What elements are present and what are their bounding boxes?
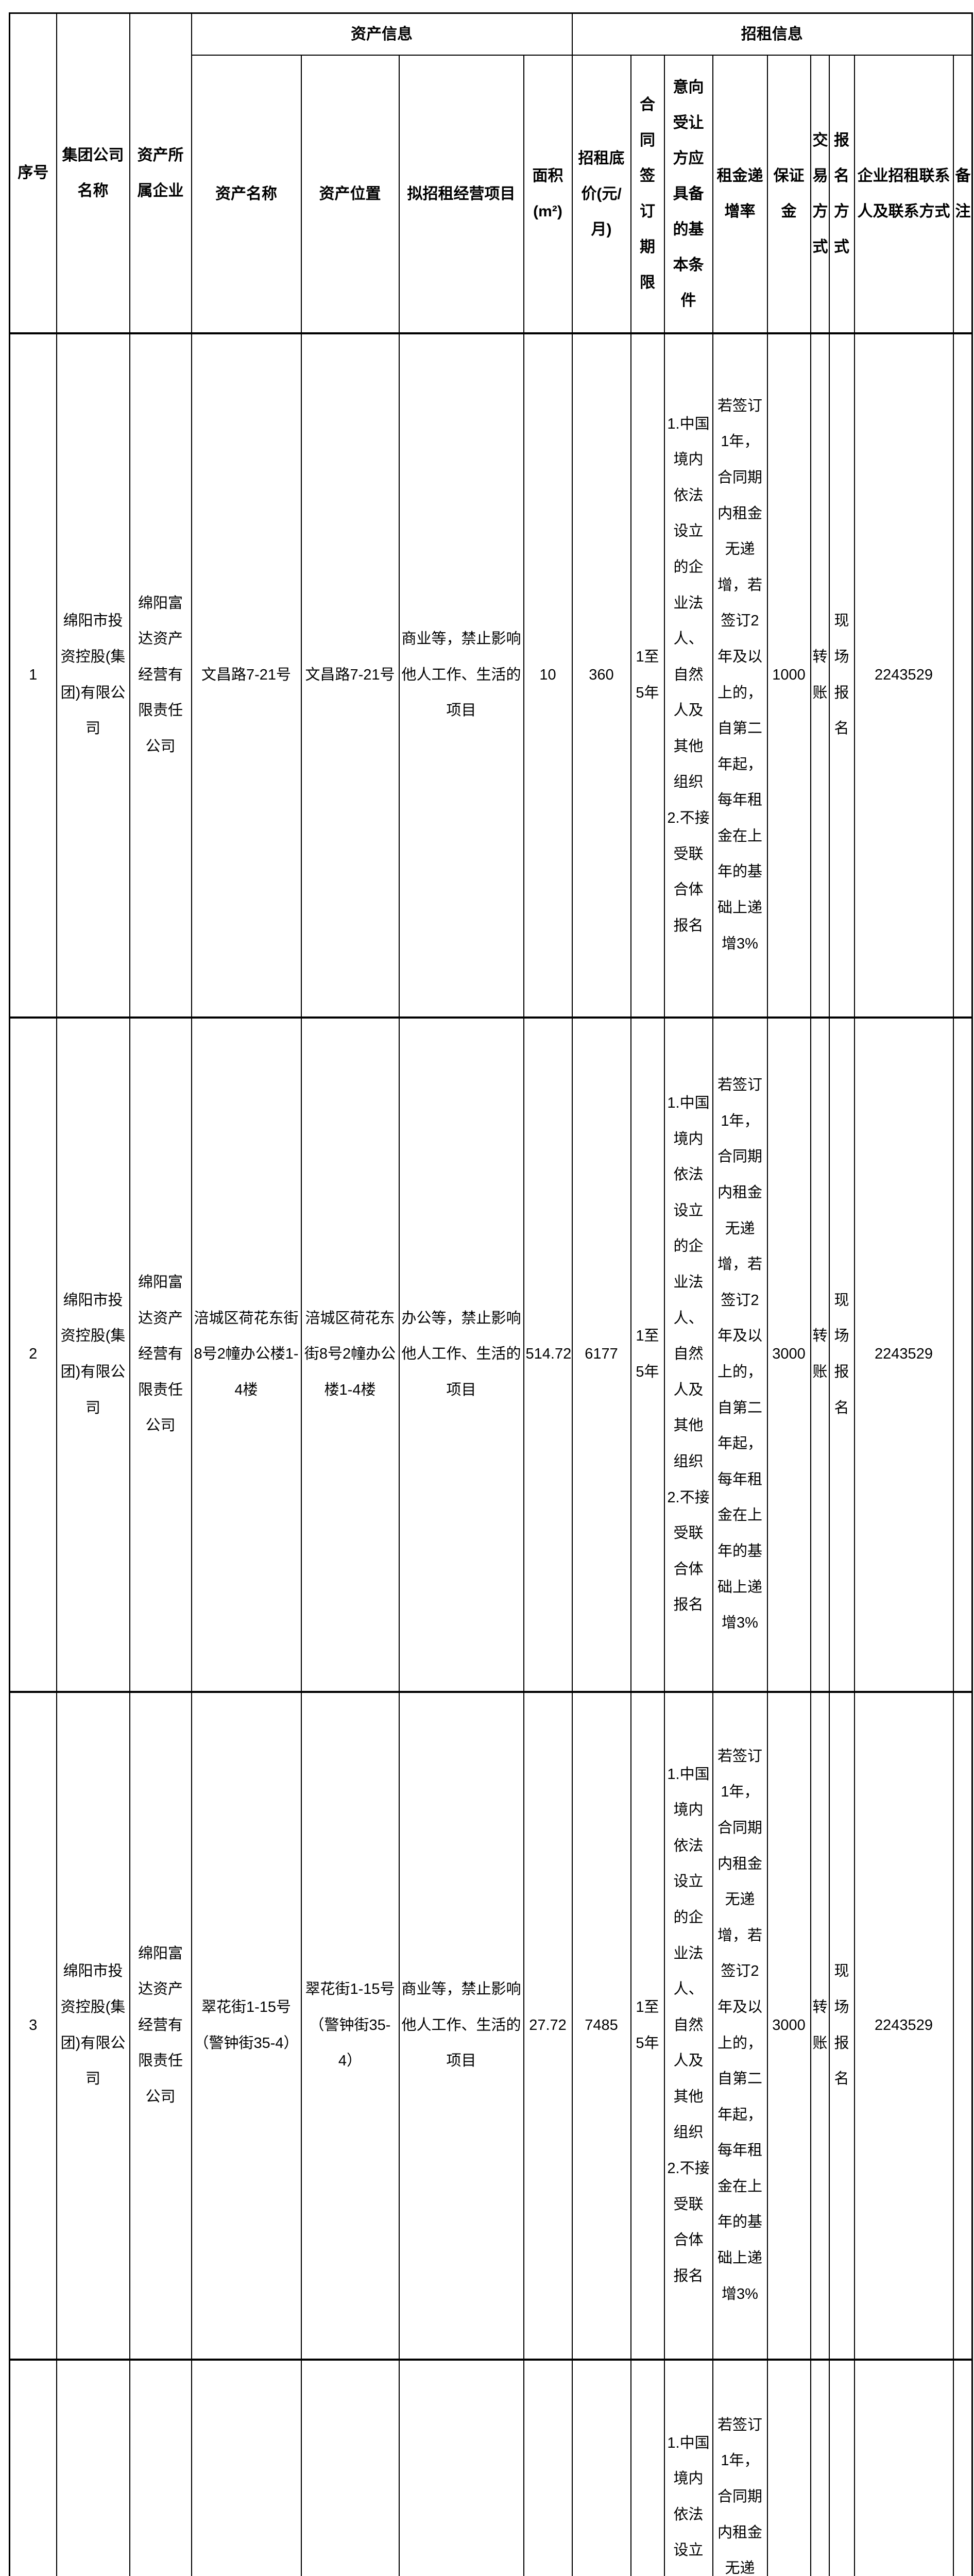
cell-rent-increase: 若签订1年，合同期内租金无递增，若签订2年及以上的，自第二年起，每年租金在上年的… [712, 1690, 768, 2360]
cell-trade-method: 转账 [810, 2358, 830, 2576]
cell-signup-method: 现场报名 [828, 1016, 855, 1692]
cell-deposit: 1000 [766, 2358, 811, 2576]
table-row: 3 绵阳市投资控股(集团)有限公司 绵阳富达资产经营有限责任公司 翠花街1-15… [9, 1690, 973, 2360]
cell-group-company: 绵阳市投资控股(集团)有限公司 [56, 2358, 130, 2576]
header-asset-info-group: 资产信息 [191, 12, 573, 56]
header-asset-name: 资产名称 [191, 54, 302, 334]
cell-area: 34.56 [523, 2358, 573, 2576]
cell-remark [952, 1690, 973, 2360]
header-group-row: 序号 集团公司名称 资产所属企业 资产信息 招租信息 [9, 12, 973, 334]
cell-conditions: 1.中国境内依法设立的企业法人、自然人及其他组织 2.不接受联合体报名 [663, 332, 713, 1018]
header-contact: 企业招租联系人及联系方式 [853, 54, 954, 334]
table-row: 4 绵阳市投资控股(集团)有限公司 绵阳富达资产经营有限责任公司 游仙区芙蓉路3… [9, 2358, 973, 2576]
table-row: 1 绵阳市投资控股(集团)有限公司 绵阳富达资产经营有限责任公司 文昌路7-21… [9, 332, 973, 1018]
cell-serial: 3 [9, 1690, 57, 2360]
cell-group-company: 绵阳市投资控股(集团)有限公司 [56, 1690, 130, 2360]
header-asset-owner: 资产所属企业 [129, 12, 192, 334]
header-signup-method: 报名方式 [828, 54, 855, 334]
header-rent-increase: 租金递增率 [712, 54, 768, 334]
cell-group-company: 绵阳市投资控股(集团)有限公司 [56, 332, 130, 1018]
cell-business-project: 商业等，禁止影响他人工作、生活的项目 [398, 332, 524, 1018]
cell-contract-term: 1至5年 [630, 1016, 665, 1692]
rental-notice-table: 序号 集团公司名称 资产所属企业 资产信息 招租信息 资产名称 资产位置 拟招租… [9, 12, 973, 2576]
cell-area: 514.72 [523, 1016, 573, 1692]
cell-signup-method: 现场报名 [828, 2358, 855, 2576]
cell-asset-owner: 绵阳富达资产经营有限责任公司 [129, 1016, 192, 1692]
cell-asset-name: 涪城区荷花东街8号2幢办公楼1-4楼 [191, 1016, 302, 1692]
cell-trade-method: 转账 [810, 332, 830, 1018]
cell-rent-increase: 若签订1年，合同期内租金无递增，若签订2年及以上的，自第二年起，每年租金在上年的… [712, 2358, 768, 2576]
cell-asset-name: 翠花街1-15号（警钟街35-4） [191, 1690, 302, 2360]
header-trade-method: 交易方式 [810, 54, 830, 334]
cell-signup-method: 现场报名 [828, 332, 855, 1018]
table-row: 2 绵阳市投资控股(集团)有限公司 绵阳富达资产经营有限责任公司 涪城区荷花东街… [9, 1016, 973, 1692]
cell-contract-term: 1至5年 [630, 332, 665, 1018]
cell-rent-increase: 若签订1年，合同期内租金无递增，若签订2年及以上的，自第二年起，每年租金在上年的… [712, 332, 768, 1018]
header-sub-row: 资产名称 资产位置 拟招租经营项目 面积(m²) 招租底价(元/月) 合同签订期… [10, 54, 973, 334]
cell-remark [952, 2358, 973, 2576]
cell-serial: 1 [9, 332, 57, 1018]
header-leasing-info-group: 招租信息 [571, 12, 973, 56]
cell-conditions: 1.中国境内依法设立的企业法人、自然人及其他组织 2.不接受联合体报名 [663, 2358, 713, 2576]
header-business-project: 拟招租经营项目 [398, 54, 524, 334]
cell-contract-term: 1至5年 [630, 2358, 665, 2576]
cell-deposit: 3000 [766, 1016, 811, 1692]
cell-asset-location: 文昌路7-21号 [300, 332, 400, 1018]
cell-area: 10 [523, 332, 573, 1018]
cell-contact: 2243529 [853, 332, 954, 1018]
header-base-price: 招租底价(元/月) [571, 54, 631, 334]
cell-group-company: 绵阳市投资控股(集团)有限公司 [56, 1016, 130, 1692]
cell-asset-owner: 绵阳富达资产经营有限责任公司 [129, 332, 192, 1018]
header-contract-term: 合同签订期限 [630, 54, 665, 334]
cell-business-project: 商业等，禁止影响他人工作、生活的项目 [398, 2358, 524, 2576]
cell-trade-method: 转账 [810, 1690, 830, 2360]
cell-conditions: 1.中国境内依法设立的企业法人、自然人及其他组织 2.不接受联合体报名 [663, 1016, 713, 1692]
cell-base-price: 360 [571, 332, 631, 1018]
cell-business-project: 商业等，禁止影响他人工作、生活的项目 [398, 1690, 524, 2360]
cell-contract-term: 1至5年 [630, 1690, 665, 2360]
cell-asset-location: 游仙区芙蓉路36号-21号 [300, 2358, 400, 2576]
cell-serial: 4 [9, 2358, 57, 2576]
header-serial: 序号 [9, 12, 57, 334]
cell-contact: 2243529 [853, 1016, 954, 1692]
header-conditions: 意向受让方应具备的基本条件 [663, 54, 713, 334]
cell-asset-owner: 绵阳富达资产经营有限责任公司 [129, 1690, 192, 2360]
header-asset-location: 资产位置 [300, 54, 400, 334]
cell-asset-name: 文昌路7-21号 [191, 332, 302, 1018]
cell-base-price: 449 [571, 2358, 631, 2576]
cell-remark [952, 1016, 973, 1692]
cell-rent-increase: 若签订1年，合同期内租金无递增，若签订2年及以上的，自第二年起，每年租金在上年的… [712, 1016, 768, 1692]
header-deposit: 保证金 [766, 54, 811, 334]
cell-base-price: 6177 [571, 1016, 631, 1692]
cell-asset-location: 翠花街1-15号（警钟街35-4） [300, 1690, 400, 2360]
header-group-company: 集团公司名称 [56, 12, 130, 334]
header-area: 面积(m²) [523, 54, 573, 334]
cell-asset-owner: 绵阳富达资产经营有限责任公司 [129, 2358, 192, 2576]
cell-asset-name: 游仙区芙蓉路36号-21号 [191, 2358, 302, 2576]
cell-asset-location: 涪城区荷花东街8号2幢办公楼1-4楼 [300, 1016, 400, 1692]
cell-deposit: 1000 [766, 332, 811, 1018]
cell-trade-method: 转账 [810, 1016, 830, 1692]
cell-contact: 2243529 [853, 1690, 954, 2360]
cell-deposit: 3000 [766, 1690, 811, 2360]
cell-conditions: 1.中国境内依法设立的企业法人、自然人及其他组织 2.不接受联合体报名 [663, 1690, 713, 2360]
cell-base-price: 7485 [571, 1690, 631, 2360]
cell-serial: 2 [9, 1016, 57, 1692]
cell-remark [952, 332, 973, 1018]
cell-area: 27.72 [523, 1690, 573, 2360]
cell-signup-method: 现场报名 [828, 1690, 855, 2360]
cell-business-project: 办公等，禁止影响他人工作、生活的项目 [398, 1016, 524, 1692]
header-remark: 备注 [952, 54, 973, 334]
cell-contact: 2243529 [853, 2358, 954, 2576]
